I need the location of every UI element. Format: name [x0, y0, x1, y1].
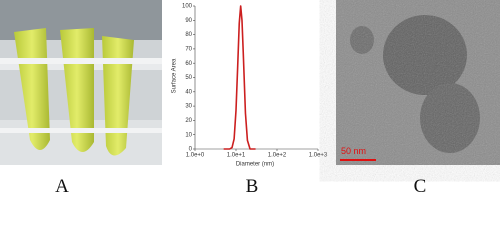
- x-axis-label: Diameter (nm): [236, 162, 274, 168]
- y-tick-label: 40: [185, 89, 192, 95]
- figure: 0 10 20 30 40 50 60 70 80 90 100 1.0e+0 1.0e+1 1.0e+2…: [0, 0, 500, 196]
- panel-label: C: [414, 176, 427, 196]
- y-tick-label: 0: [189, 147, 193, 153]
- y-tick-label: 100: [182, 4, 193, 10]
- tem-image-c: 50 nm: [336, 0, 500, 165]
- y-tick-label: 50: [185, 75, 192, 81]
- y-tick-label: 20: [185, 118, 192, 124]
- scale-bar-label: 50 nm: [341, 146, 366, 156]
- y-tick-label: 90: [185, 18, 192, 24]
- y-axis-label: Surface Area: [172, 58, 178, 93]
- panel-label: A: [55, 176, 69, 196]
- y-tick-label: 70: [185, 46, 192, 52]
- photo-a: [0, 0, 162, 165]
- panel-label: B: [246, 176, 259, 196]
- chart-b-background: [167, 0, 332, 170]
- x-tick-label: 1.0e+3: [309, 153, 328, 159]
- y-tick-label: 10: [185, 132, 192, 138]
- x-tick-label: 1.0e+2: [268, 153, 287, 159]
- y-tick-label: 80: [185, 32, 192, 38]
- y-tick-label: 60: [185, 61, 192, 67]
- x-tick-label: 1.0e+0: [186, 153, 205, 159]
- x-tick-label: 1.0e+1: [227, 153, 246, 159]
- data-line: [223, 5, 256, 150]
- y-tick-label: 30: [185, 104, 192, 110]
- chart: 0 10 20 30 40 50 60 70 80 90 100 1.0e+0 1.0e+1 1.0e+2…: [182, 4, 328, 159]
